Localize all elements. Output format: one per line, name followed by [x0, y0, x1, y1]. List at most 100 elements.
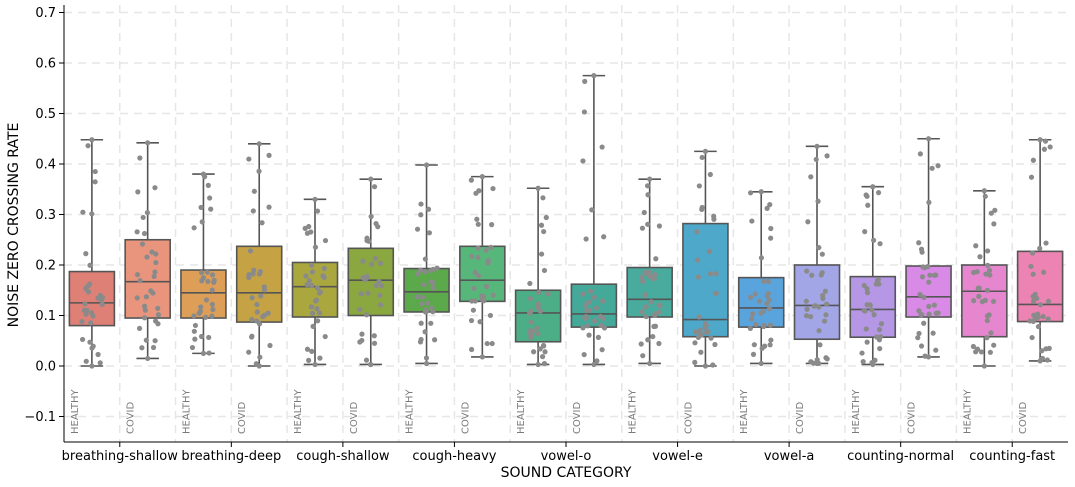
data-point	[150, 290, 156, 296]
data-point	[926, 279, 932, 285]
data-point	[489, 222, 495, 228]
data-point	[978, 349, 985, 355]
data-point	[638, 341, 644, 347]
data-point	[804, 306, 810, 312]
data-point	[312, 244, 319, 250]
x-tick-label-breathing-shallow: breathing-shallow	[62, 449, 179, 464]
data-point	[648, 299, 654, 305]
data-point	[485, 257, 491, 264]
data-point	[141, 315, 148, 321]
group-label-healthy: HEALTHY	[516, 388, 527, 434]
data-point	[933, 347, 939, 353]
data-point	[196, 310, 202, 316]
data-point	[601, 234, 607, 240]
data-point	[316, 310, 323, 316]
data-point	[414, 226, 421, 232]
data-point	[206, 350, 212, 356]
data-point	[191, 225, 197, 231]
data-point	[151, 273, 157, 280]
data-point	[145, 355, 151, 362]
data-point	[765, 290, 771, 297]
data-point	[545, 291, 551, 297]
data-point	[136, 325, 143, 332]
data-point	[471, 285, 477, 292]
data-point	[752, 291, 758, 297]
data-point	[652, 272, 658, 278]
data-point	[639, 274, 645, 280]
data-point	[317, 289, 323, 295]
data-point	[1030, 157, 1036, 163]
data-point	[1046, 345, 1052, 351]
group-label-covid: COVID	[1018, 402, 1029, 434]
data-point	[150, 344, 157, 351]
data-point	[469, 298, 475, 304]
data-point	[926, 303, 932, 309]
data-point	[981, 188, 987, 194]
data-point	[758, 189, 764, 195]
data-point	[256, 168, 262, 174]
box-vowel-a-covid	[793, 264, 841, 341]
data-point	[379, 283, 385, 289]
data-point	[921, 320, 927, 326]
data-point	[1037, 245, 1043, 251]
data-point	[199, 219, 205, 225]
data-point	[475, 245, 481, 251]
y-tick-label: 0.5	[35, 107, 56, 122]
data-point	[591, 294, 597, 301]
data-point	[207, 195, 213, 201]
data-point	[767, 322, 774, 328]
data-point	[357, 339, 363, 345]
data-point	[640, 278, 646, 284]
data-point	[985, 262, 991, 268]
data-point	[198, 204, 204, 211]
data-point	[137, 155, 143, 161]
data-point	[864, 193, 870, 199]
data-point	[981, 363, 987, 369]
data-point	[766, 306, 773, 312]
data-point	[650, 333, 656, 340]
data-point	[419, 301, 425, 307]
data-point	[711, 213, 717, 219]
axis-layer: −0.1 0.0 0.1 0.2 0.3 0.4 0.5 0.6 0.7 breathing-sh…	[24, 5, 1068, 464]
data-point	[364, 274, 371, 280]
data-point	[309, 282, 315, 289]
data-point	[90, 313, 96, 319]
data-point	[872, 357, 878, 363]
data-point	[922, 264, 928, 271]
data-point	[803, 298, 809, 304]
data-point	[971, 298, 977, 304]
data-point	[877, 241, 883, 247]
data-point	[695, 274, 701, 280]
data-point	[713, 290, 719, 296]
data-point	[584, 323, 591, 329]
data-point	[1030, 271, 1036, 277]
data-point	[309, 269, 316, 275]
data-point	[692, 340, 698, 346]
data-point	[312, 298, 319, 304]
data-point	[864, 290, 871, 296]
data-point	[976, 293, 982, 299]
data-point	[527, 295, 533, 302]
data-point	[703, 322, 710, 328]
data-point	[308, 229, 314, 235]
data-point	[95, 351, 101, 358]
data-point	[647, 176, 653, 182]
data-point	[490, 185, 496, 192]
data-point	[83, 285, 89, 291]
data-point	[819, 251, 825, 257]
data-point	[312, 361, 318, 368]
data-point	[758, 310, 764, 316]
data-point	[359, 331, 365, 337]
data-point	[861, 307, 867, 314]
data-point	[246, 272, 252, 278]
data-point	[803, 313, 810, 319]
data-point	[580, 158, 586, 164]
data-point	[209, 272, 216, 278]
data-point	[991, 342, 997, 348]
data-point	[926, 199, 932, 205]
data-point	[1041, 269, 1047, 275]
data-point	[821, 318, 828, 324]
data-point	[707, 271, 713, 277]
data-point	[257, 268, 263, 275]
data-point	[475, 221, 481, 227]
